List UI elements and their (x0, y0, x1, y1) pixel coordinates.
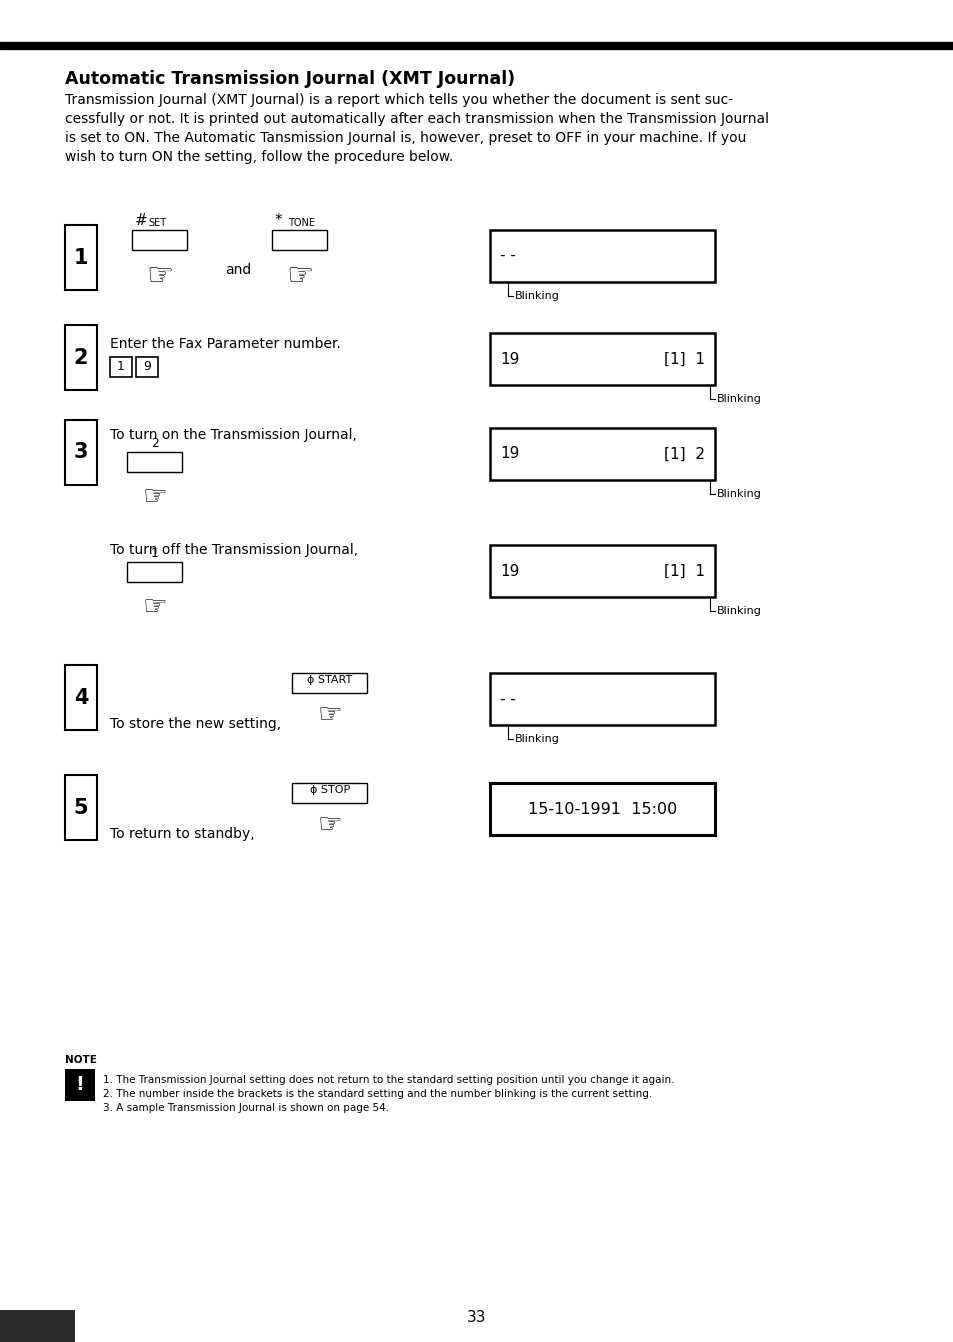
Bar (293, 782, 367, 803)
Text: Automatic Transmission Journal (XMT Journal): Automatic Transmission Journal (XMT Jour… (65, 70, 515, 89)
Text: is set to ON. The Automatic Tansmission Journal is, however, preset to OFF in yo: is set to ON. The Automatic Tansmission … (65, 132, 745, 145)
Text: [1]  1: [1] 1 (663, 352, 704, 366)
Text: To store the new setting,: To store the new setting, (110, 717, 281, 731)
Bar (110, 357, 132, 377)
Bar (65, 1070, 95, 1100)
Bar (273, 229, 327, 250)
Text: 3: 3 (73, 443, 89, 463)
Bar (490, 428, 714, 480)
Text: Blinking: Blinking (515, 291, 559, 301)
Text: ☞: ☞ (142, 593, 168, 621)
Bar (490, 545, 714, 597)
Text: ☞: ☞ (142, 483, 168, 511)
Text: - -: - - (499, 248, 516, 263)
Text: Transmission Journal (XMT Journal) is a report which tells you whether the docum: Transmission Journal (XMT Journal) is a … (65, 93, 732, 107)
Text: - -: - - (499, 691, 516, 706)
Text: 2. The number inside the brackets is the standard setting and the number blinkin: 2. The number inside the brackets is the… (103, 1088, 652, 1099)
Bar (128, 562, 182, 582)
Text: To turn on the Transmission Journal,: To turn on the Transmission Journal, (110, 428, 356, 442)
Text: ☞: ☞ (317, 811, 342, 839)
Text: cessfully or not. It is printed out automatically after each transmission when t: cessfully or not. It is printed out auto… (65, 111, 768, 126)
Text: 4: 4 (73, 687, 89, 707)
Text: 1: 1 (73, 247, 89, 267)
Bar (128, 452, 182, 472)
Text: Blinking: Blinking (515, 734, 559, 743)
Text: #: # (134, 213, 147, 228)
Text: ☞: ☞ (146, 263, 173, 291)
Text: [1]  2: [1] 2 (663, 447, 704, 462)
Text: 1: 1 (151, 548, 159, 560)
Text: 5: 5 (73, 797, 89, 817)
Text: ϕ START: ϕ START (307, 675, 353, 684)
Bar (490, 229, 714, 282)
Text: SET: SET (149, 217, 167, 228)
Text: !: ! (75, 1075, 85, 1095)
Text: 1: 1 (117, 361, 125, 373)
Text: Blinking: Blinking (717, 607, 761, 616)
Text: Blinking: Blinking (717, 488, 761, 499)
Bar (0, 1310, 75, 1342)
Text: *: * (274, 213, 282, 228)
Text: To turn off the Transmission Journal,: To turn off the Transmission Journal, (110, 544, 357, 557)
Text: 19: 19 (499, 352, 518, 366)
Text: 9: 9 (143, 361, 151, 373)
Text: [1]  1: [1] 1 (663, 564, 704, 578)
Bar (65, 666, 97, 730)
Bar (65, 774, 97, 840)
Text: NOTE: NOTE (65, 1055, 97, 1066)
Bar (65, 225, 97, 290)
Bar (0, 42, 953, 50)
Text: ϕ STOP: ϕ STOP (310, 785, 350, 794)
Text: 2: 2 (151, 437, 159, 450)
Bar (65, 420, 97, 484)
Text: To return to standby,: To return to standby, (110, 827, 254, 841)
Text: 15-10-1991  15:00: 15-10-1991 15:00 (527, 801, 677, 816)
Bar (293, 672, 367, 692)
Bar (136, 357, 158, 377)
Bar (65, 325, 97, 391)
Text: 19: 19 (499, 564, 518, 578)
Bar (132, 229, 188, 250)
Text: 1. The Transmission Journal setting does not return to the standard setting posi: 1. The Transmission Journal setting does… (103, 1075, 674, 1084)
Text: Enter the Fax Parameter number.: Enter the Fax Parameter number. (110, 337, 340, 352)
Bar (490, 672, 714, 725)
Text: ☞: ☞ (286, 263, 314, 291)
Text: TONE: TONE (288, 217, 315, 228)
Text: wish to turn ON the setting, follow the procedure below.: wish to turn ON the setting, follow the … (65, 150, 453, 164)
Text: Blinking: Blinking (717, 395, 761, 404)
Text: and: and (225, 263, 251, 276)
Text: 33: 33 (467, 1310, 486, 1325)
Text: 2: 2 (73, 348, 89, 368)
Text: 3. A sample Transmission Journal is shown on page 54.: 3. A sample Transmission Journal is show… (103, 1103, 389, 1113)
Text: 19: 19 (499, 447, 518, 462)
Text: ☞: ☞ (317, 701, 342, 729)
Bar (490, 782, 714, 835)
Bar (490, 333, 714, 385)
